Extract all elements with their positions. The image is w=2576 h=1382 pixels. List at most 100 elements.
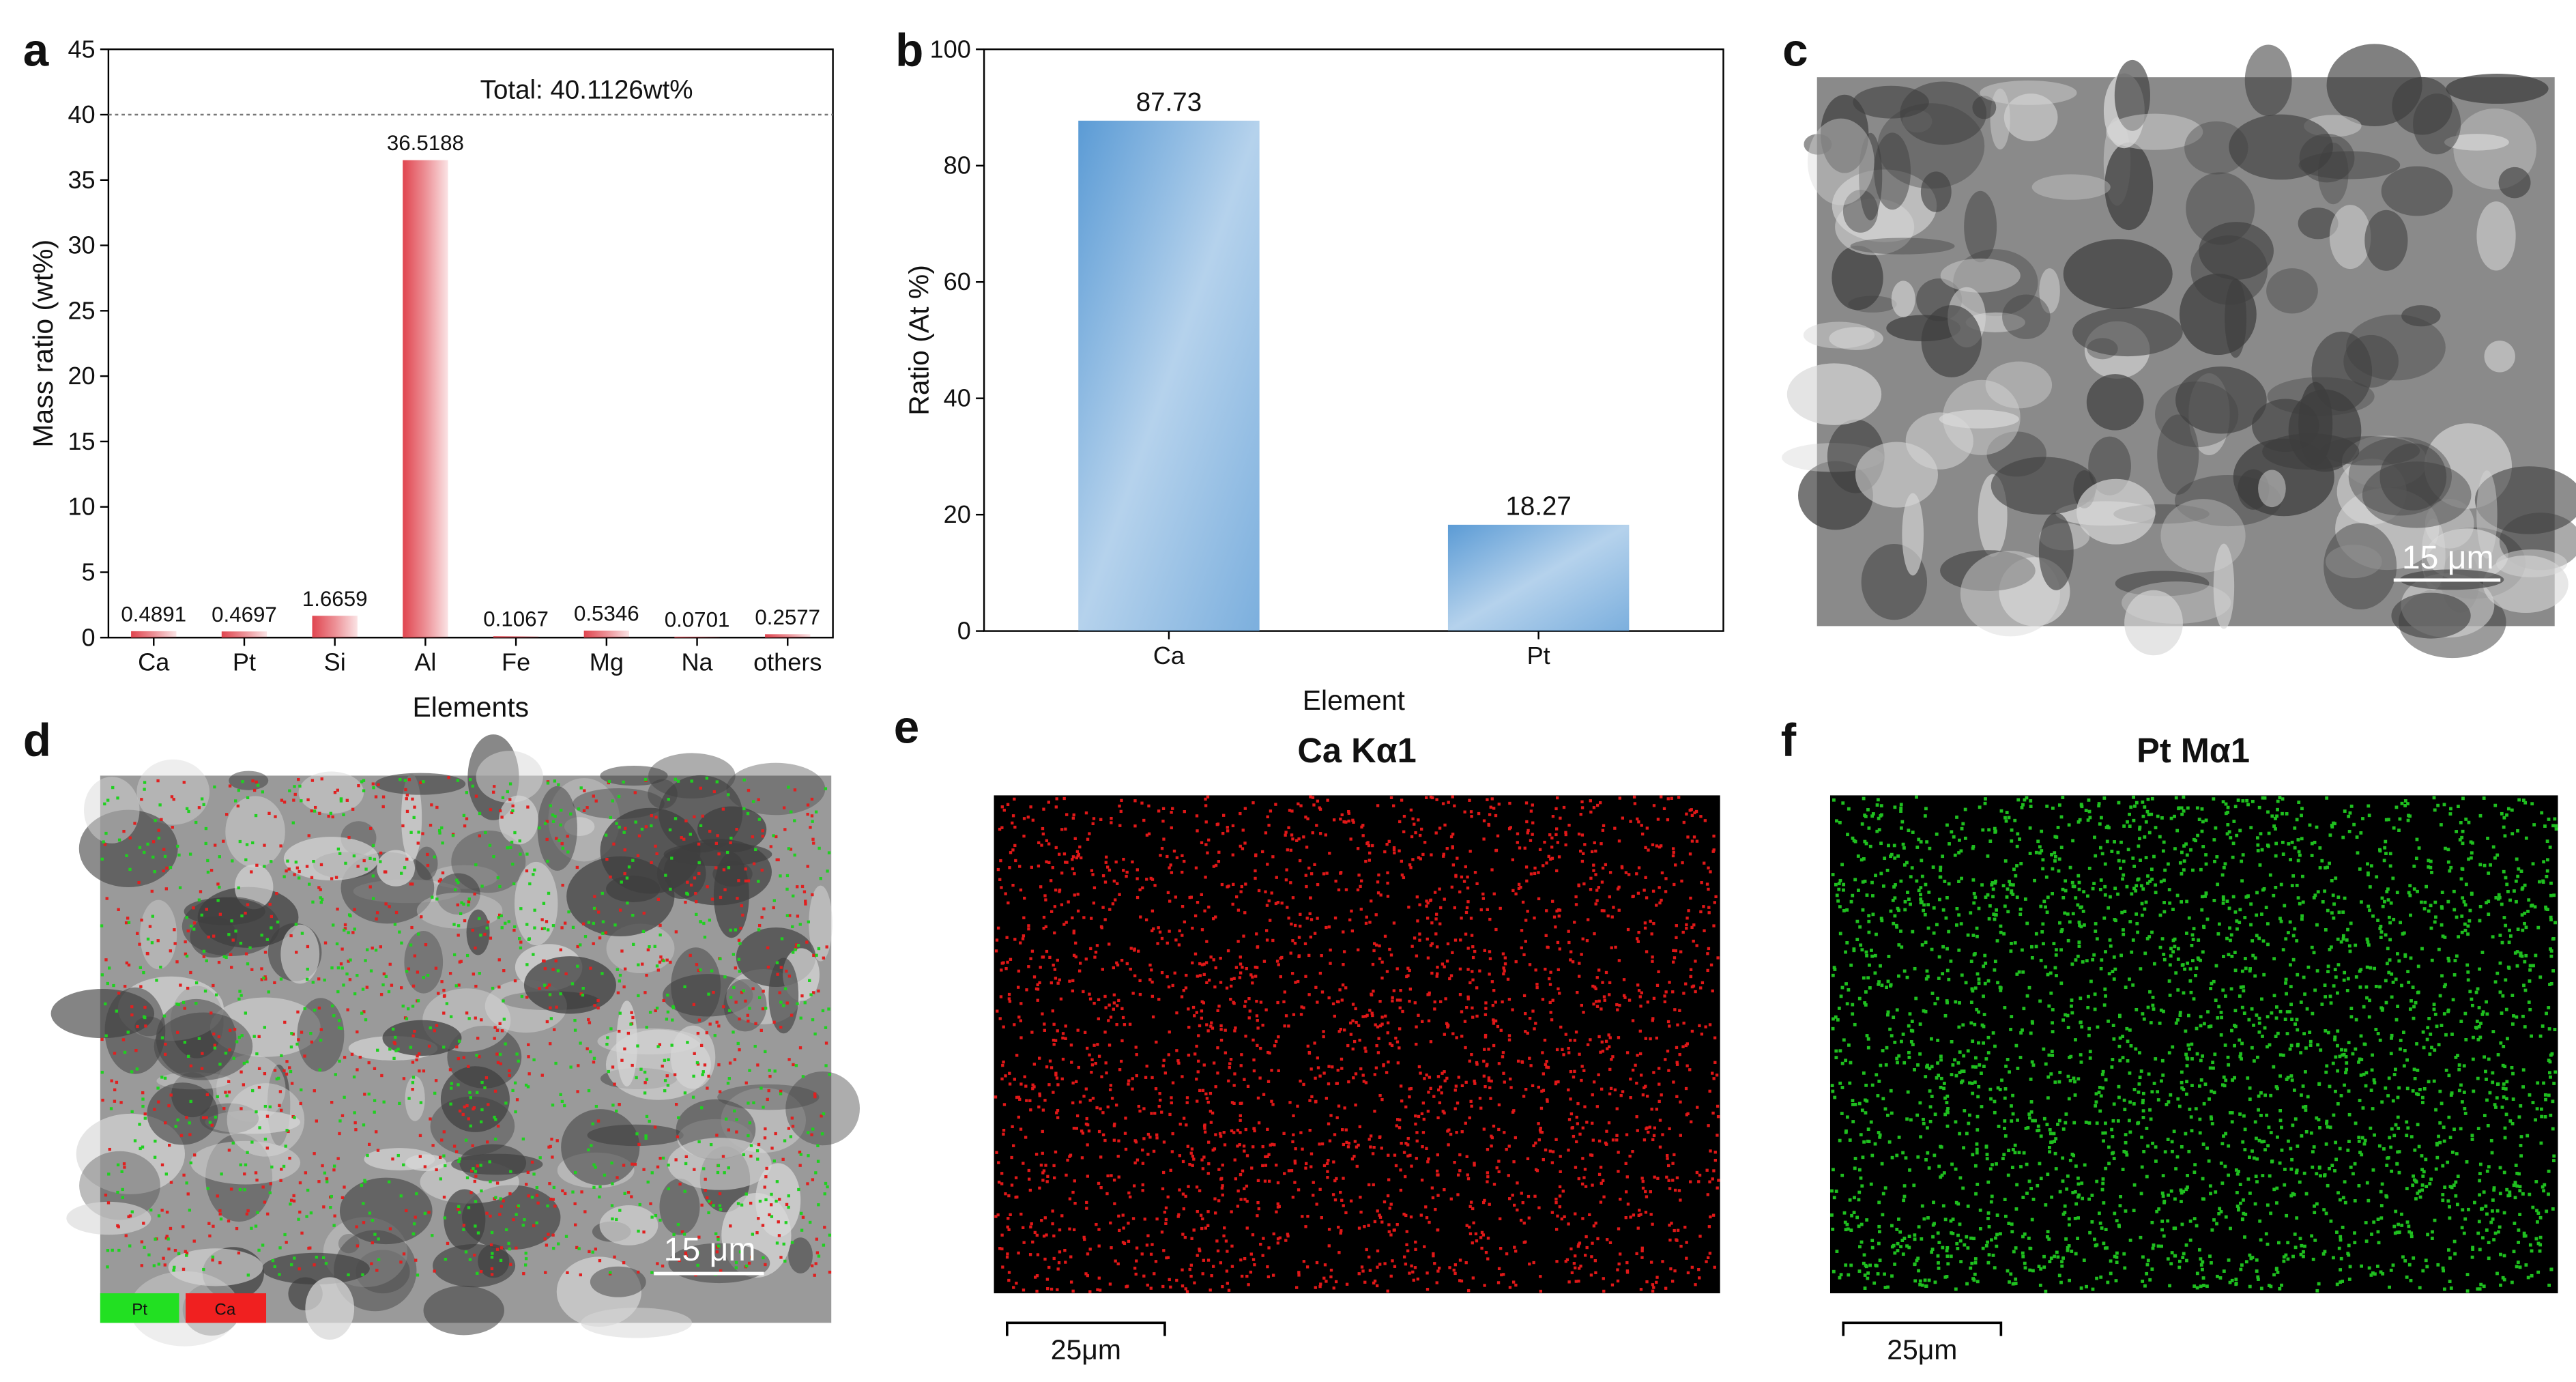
map-dot bbox=[285, 1060, 289, 1063]
texture bbox=[2031, 174, 2111, 200]
map-dot bbox=[214, 1115, 218, 1119]
map-dot bbox=[156, 779, 160, 783]
map-dot bbox=[1347, 1080, 1350, 1084]
map-dot bbox=[1198, 1248, 1201, 1251]
map-dot bbox=[1668, 1238, 1672, 1242]
map-dot bbox=[1486, 798, 1489, 801]
map-dot bbox=[1008, 1000, 1012, 1003]
map-dot bbox=[1694, 1283, 1697, 1286]
map-dot bbox=[241, 780, 244, 783]
map-dot bbox=[1463, 1020, 1467, 1023]
map-dot bbox=[1070, 1061, 1073, 1064]
map-dot bbox=[336, 990, 340, 994]
map-dot bbox=[1345, 1282, 1349, 1286]
map-dot bbox=[1609, 1086, 1613, 1090]
map-dot bbox=[1898, 1230, 1902, 1234]
map-dot bbox=[1551, 998, 1554, 1002]
map-dot bbox=[288, 789, 291, 792]
map-dot bbox=[810, 1264, 814, 1267]
map-dot bbox=[1473, 871, 1477, 874]
map-dot bbox=[749, 1201, 753, 1205]
map-dot bbox=[1597, 1073, 1600, 1077]
map-dot bbox=[323, 978, 326, 982]
map-dot bbox=[734, 966, 737, 970]
map-dot bbox=[1364, 1081, 1368, 1084]
map-dot bbox=[1393, 851, 1396, 854]
map-dot bbox=[1331, 1002, 1335, 1006]
map-dot bbox=[1619, 1252, 1622, 1256]
map-dot bbox=[287, 867, 291, 871]
map-dot bbox=[1212, 958, 1215, 962]
texture bbox=[147, 1082, 218, 1145]
map-dot bbox=[1188, 895, 1191, 899]
map-dot bbox=[2254, 1175, 2258, 1179]
map-dot bbox=[1080, 1129, 1084, 1133]
map-dot bbox=[998, 878, 1002, 881]
map-dot bbox=[1082, 990, 1085, 994]
map-dot bbox=[1043, 1028, 1046, 1032]
map-dot bbox=[654, 844, 657, 848]
map-dot bbox=[1112, 993, 1116, 996]
map-dot bbox=[1254, 975, 1258, 978]
map-dot bbox=[785, 1001, 789, 1005]
map-dot bbox=[381, 805, 385, 809]
map-dot bbox=[1645, 896, 1649, 899]
map-dot bbox=[293, 873, 296, 876]
map-dot bbox=[1398, 1118, 1402, 1122]
map-dot bbox=[512, 882, 516, 886]
map-dot bbox=[1219, 1024, 1223, 1028]
map-dot bbox=[188, 1209, 191, 1212]
map-dot bbox=[1357, 1272, 1361, 1276]
map-dot bbox=[1090, 917, 1093, 920]
map-dot bbox=[1699, 815, 1703, 818]
map-dot bbox=[212, 934, 216, 938]
map-dot bbox=[1209, 1289, 1212, 1292]
map-dot bbox=[1644, 1211, 1648, 1214]
map-dot bbox=[1313, 863, 1316, 867]
map-dot bbox=[240, 1070, 243, 1074]
map-dot bbox=[490, 1230, 494, 1235]
map-dot bbox=[313, 1152, 316, 1155]
map-dot bbox=[268, 902, 272, 906]
map-dot bbox=[1874, 874, 1877, 878]
map-dot bbox=[827, 851, 831, 854]
map-dot bbox=[1099, 1185, 1103, 1190]
map-dot bbox=[502, 1018, 506, 1021]
map-dot bbox=[1446, 1023, 1449, 1026]
map-dot bbox=[1529, 1064, 1533, 1067]
map-dot bbox=[1556, 1214, 1559, 1218]
map-dot bbox=[1658, 1145, 1662, 1149]
map-dot bbox=[1689, 975, 1692, 979]
map-dot bbox=[278, 1104, 281, 1107]
map-dot bbox=[1528, 1016, 1532, 1020]
map-dot bbox=[1655, 1276, 1659, 1279]
map-dot bbox=[336, 907, 339, 911]
map-dot bbox=[362, 789, 366, 792]
texture bbox=[2324, 523, 2397, 610]
map-dot bbox=[407, 1097, 411, 1100]
map-dot bbox=[1399, 1084, 1403, 1088]
map-dot bbox=[592, 1163, 596, 1166]
map-dot bbox=[822, 956, 826, 960]
map-dot bbox=[1458, 993, 1462, 996]
map-dot bbox=[695, 900, 698, 904]
map-dot bbox=[1608, 895, 1611, 899]
map-dot bbox=[1677, 796, 1681, 799]
map-dot bbox=[1616, 1279, 1620, 1283]
map-dot bbox=[607, 779, 611, 783]
map-dot bbox=[1425, 1216, 1429, 1220]
map-dot bbox=[701, 814, 704, 818]
map-dot bbox=[557, 1242, 560, 1246]
map-dot bbox=[1656, 818, 1660, 821]
map-dot bbox=[1405, 1230, 1408, 1233]
map-dot bbox=[1223, 1143, 1227, 1147]
map-dot bbox=[1701, 981, 1705, 985]
map-dot bbox=[1193, 1014, 1196, 1018]
map-dot bbox=[1468, 850, 1472, 853]
map-dot bbox=[1036, 988, 1040, 991]
map-dot bbox=[800, 994, 804, 998]
map-dot bbox=[245, 1212, 249, 1216]
map-dot bbox=[1202, 973, 1206, 977]
map-dot bbox=[1071, 867, 1075, 871]
map-dot bbox=[1091, 1097, 1095, 1100]
